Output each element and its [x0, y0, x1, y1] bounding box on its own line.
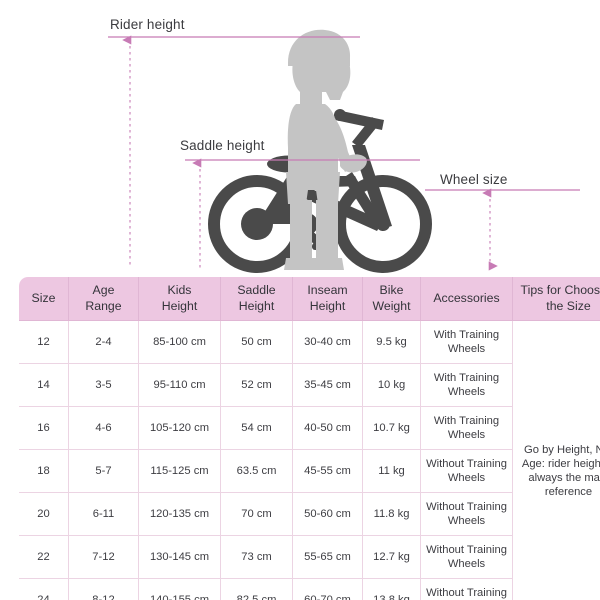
cell-bike-weight: 12.7 kg — [362, 535, 421, 579]
cell-kids-height: 115-125 cm — [138, 449, 221, 493]
column-header-kids-height: Kids Height — [138, 277, 221, 321]
cell-size: 22 — [19, 535, 69, 579]
table-row: 24 8-12 140-155 cm 82.5 cm 60-70 cm 13.8… — [19, 578, 600, 600]
header-line: Accessories — [433, 290, 500, 305]
cell-saddle-height: 52 cm — [220, 363, 293, 407]
cell-saddle-height: 54 cm — [220, 406, 293, 450]
rider-height-measure — [108, 35, 360, 268]
cell-inseam-height: 55-65 cm — [292, 535, 363, 579]
cell-kids-height: 120-135 cm — [138, 492, 221, 536]
cell-inseam-height: 35-45 cm — [292, 363, 363, 407]
cell-accessories: Without Training Wheels — [420, 492, 513, 536]
child-rider-silhouette — [284, 29, 367, 270]
cell-accessories: Without Training Wheels — [420, 535, 513, 579]
cell-inseam-height: 60-70 cm — [292, 578, 363, 600]
cell-saddle-height: 63.5 cm — [220, 449, 293, 493]
header-line: Height — [161, 298, 198, 313]
header-line: Height — [238, 298, 275, 313]
cell-kids-height: 105-120 cm — [138, 406, 221, 450]
cell-bike-weight: 10 kg — [362, 363, 421, 407]
column-header-size: Size — [19, 277, 69, 321]
cell-inseam-height: 50-60 cm — [292, 492, 363, 536]
saddle-height-label: Saddle height — [180, 138, 265, 153]
header-line: Tips for Choosing — [520, 283, 600, 298]
bike-size-table: Size Age Range Kids Height Saddle Height… — [18, 276, 600, 600]
cell-size: 12 — [19, 320, 69, 364]
cell-saddle-height: 73 cm — [220, 535, 293, 579]
cell-bike-weight: 9.5 kg — [362, 320, 421, 364]
column-header-tips: Tips for Choosing the Size — [512, 277, 600, 321]
cell-kids-height: 95-110 cm — [138, 363, 221, 407]
column-header-saddle-height: Saddle Height — [220, 277, 293, 321]
column-header-age-range: Age Range — [68, 277, 139, 321]
table-row: 18 5-7 115-125 cm 63.5 cm 45-55 cm 11 kg… — [19, 449, 600, 493]
cell-tips: Go by Height, Not Age: rider height is a… — [512, 320, 600, 600]
cell-saddle-height: 50 cm — [220, 320, 293, 364]
wheel-size-label: Wheel size — [440, 172, 508, 187]
cell-age-range: 4-6 — [68, 406, 139, 450]
cell-size: 16 — [19, 406, 69, 450]
cell-accessories: Without Training Wheels — [420, 449, 513, 493]
table-row: 12 2-4 85-100 cm 50 cm 30-40 cm 9.5 kg W… — [19, 320, 600, 600]
header-line: Range — [85, 298, 122, 313]
column-header-accessories: Accessories — [420, 277, 513, 321]
cell-accessories: With Training Wheels — [420, 406, 513, 450]
header-line: Weight — [372, 298, 411, 313]
cell-age-range: 8-12 — [68, 578, 139, 600]
column-header-inseam-height: Inseam Height — [292, 277, 363, 321]
cell-kids-height: 130-145 cm — [138, 535, 221, 579]
table-row: 14 3-5 95-110 cm 52 cm 35-45 cm 10 kg Wi… — [19, 363, 600, 407]
column-header-bike-weight: Bike Weight — [362, 277, 421, 321]
cell-size: 24 — [19, 578, 69, 600]
header-line: Saddle — [237, 283, 276, 298]
cell-bike-weight: 10.7 kg — [362, 406, 421, 450]
header-line: Age — [92, 283, 115, 298]
cell-age-range: 2-4 — [68, 320, 139, 364]
cell-saddle-height: 70 cm — [220, 492, 293, 536]
header-line: Kids — [167, 283, 192, 298]
header-line: Bike — [379, 283, 404, 298]
header-line: Height — [309, 298, 346, 313]
cell-age-range: 5-7 — [68, 449, 139, 493]
rider-and-bike-diagram — [108, 29, 580, 273]
header-line: the Size — [546, 298, 591, 313]
cell-size: 20 — [19, 492, 69, 536]
cell-saddle-height: 82.5 cm — [220, 578, 293, 600]
cell-kids-height: 140-155 cm — [138, 578, 221, 600]
cell-size: 14 — [19, 363, 69, 407]
header-line: Size — [31, 290, 56, 305]
table-row: 20 6-11 120-135 cm 70 cm 50-60 cm 11.8 k… — [19, 492, 600, 536]
cell-accessories: With Training Wheels — [420, 320, 513, 364]
cell-inseam-height: 40-50 cm — [292, 406, 363, 450]
cell-age-range: 6-11 — [68, 492, 139, 536]
saddle-height-measure — [185, 158, 420, 268]
cell-age-range: 3-5 — [68, 363, 139, 407]
cell-size: 18 — [19, 449, 69, 493]
header-line: Inseam — [307, 283, 348, 298]
cell-bike-weight: 11.8 kg — [362, 492, 421, 536]
cell-kids-height: 85-100 cm — [138, 320, 221, 364]
cell-bike-weight: 11 kg — [362, 449, 421, 493]
table-row: 22 7-12 130-145 cm 73 cm 55-65 cm 12.7 k… — [19, 535, 600, 579]
rider-height-label: Rider height — [110, 17, 185, 32]
cell-inseam-height: 30-40 cm — [292, 320, 363, 364]
cell-accessories: With Training Wheels — [420, 363, 513, 407]
wheel-size-measure — [425, 188, 580, 271]
bike-sizing-illustration: Rider height Saddle height Wheel size — [0, 0, 600, 276]
table-header-row: Size Age Range Kids Height Saddle Height… — [19, 277, 600, 321]
cell-age-range: 7-12 — [68, 535, 139, 579]
cell-inseam-height: 45-55 cm — [292, 449, 363, 493]
cell-bike-weight: 13.8 kg — [362, 578, 421, 600]
cell-accessories: Without Training Wheels — [420, 578, 513, 600]
